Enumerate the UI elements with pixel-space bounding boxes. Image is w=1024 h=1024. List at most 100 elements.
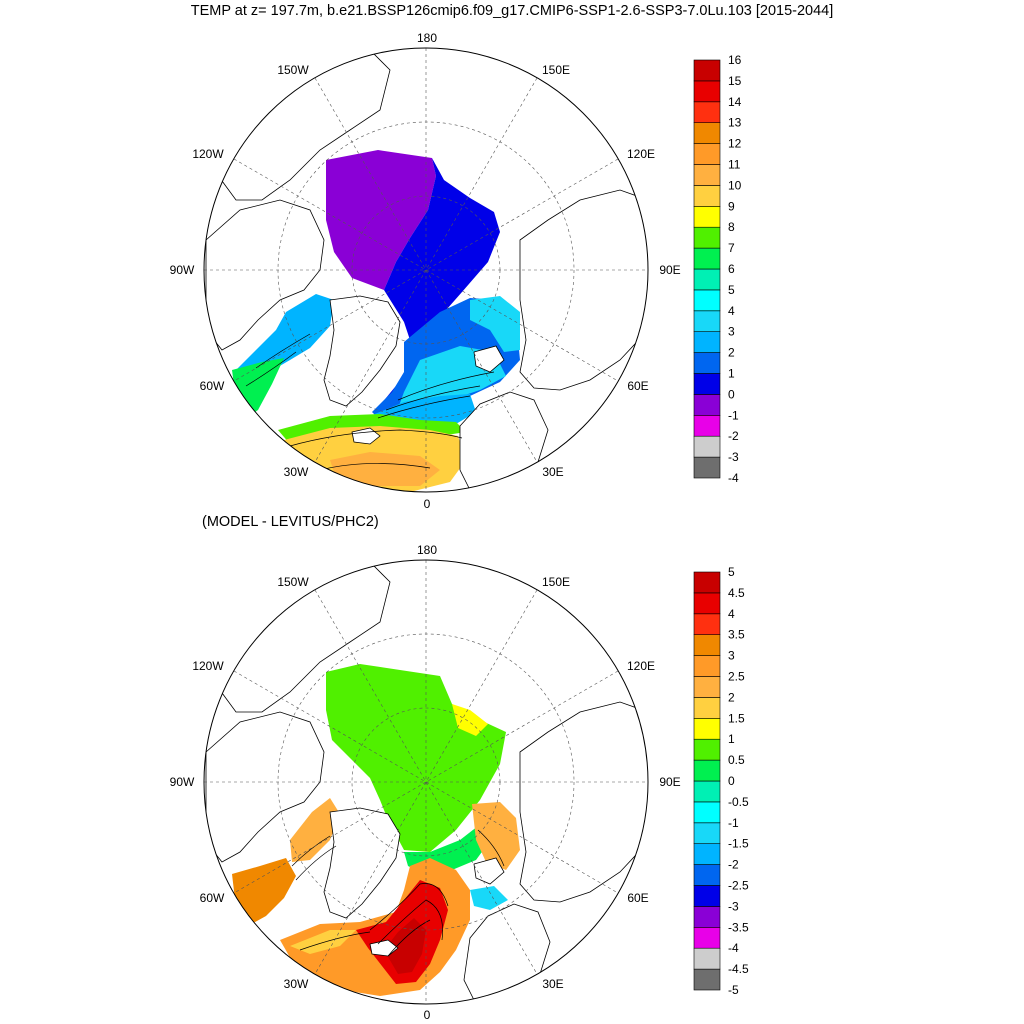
cbar-lower-tick-label: -4 (728, 941, 739, 955)
lower-graticule (204, 560, 648, 1004)
lower-label-150e: 150E (542, 575, 570, 589)
cbar-upper-tick-label: 13 (728, 116, 742, 130)
cbar-lower-swatch (693, 613, 721, 635)
cbar-upper-tick-label: 2 (728, 346, 735, 360)
cbar-upper-tick-label: 12 (728, 137, 742, 151)
cbar-upper-swatch (693, 185, 721, 207)
cbar-lower-swatch (693, 592, 721, 615)
lower-map-border (203, 559, 649, 1005)
cbar-upper-tick-label: 8 (728, 220, 735, 234)
cbar-lower-tick-label: 2 (728, 690, 735, 704)
lower-label-90w: 90W (170, 775, 195, 789)
cbar-lower-tick-label: -1.5 (728, 837, 749, 851)
lower-field-cyan (470, 886, 508, 910)
lower-label-60w: 60W (200, 891, 225, 905)
cbar-upper-tick-label: -2 (728, 429, 739, 443)
cbar-lower-tick-label: -3.5 (728, 920, 749, 934)
upper-meridian-labels: 180 0 150W 150E 120W 120E 90W 90E 60W 60… (170, 31, 681, 511)
cbar-upper-tick-label: 9 (728, 199, 735, 213)
upper-iceland (351, 427, 381, 445)
upper-field (204, 49, 648, 492)
lower-label-30w: 30W (284, 977, 309, 991)
lower-label-30e: 30E (542, 977, 563, 991)
lower-label-60e: 60E (627, 891, 648, 905)
upper-label-30e: 30E (542, 465, 563, 479)
cbar-upper-swatch (693, 414, 721, 437)
cbar-upper-swatch (693, 310, 721, 332)
lower-contours (291, 829, 505, 957)
cbar-lower-tick-label: 3 (728, 649, 735, 663)
cbar-lower-tick-label: 5 (728, 565, 735, 579)
cbar-lower-swatch (693, 947, 721, 970)
cbar-lower-swatch (693, 697, 721, 719)
lower-greenland (323, 807, 401, 919)
cbar-upper-swatch (693, 164, 721, 186)
lower-field-labrador (232, 858, 296, 926)
cbar-lower-tick-label: -0.5 (728, 795, 749, 809)
cbar-lower-swatch (693, 926, 721, 949)
cbar-lower-swatch (693, 759, 721, 782)
cbar-lower-tick-label: -2 (728, 858, 739, 872)
cbar-upper-tick-label: 7 (728, 241, 735, 255)
upper-label-120e: 120E (627, 147, 655, 161)
cbar-upper-swatch (693, 456, 721, 479)
cbar-upper-swatch (693, 206, 721, 228)
cbar-lower-swatch (693, 655, 721, 677)
cbar-lower-swatch (693, 968, 721, 991)
cbar-upper-tick-label: 11 (728, 158, 741, 172)
cbar-lower-swatch (693, 885, 721, 907)
cbar-lower-tick-label: -3 (728, 899, 739, 913)
cbar-lower-swatch (693, 801, 721, 824)
cbar-lower-swatch (693, 864, 721, 886)
cbar-upper-swatch (693, 331, 721, 353)
upper-label-120w: 120W (192, 147, 224, 161)
upper-field-shelf (470, 296, 520, 352)
lower-meridian-labels: 180 0 150W 150E 120W 120E 90W 90E 60W 60… (170, 543, 681, 1022)
lower-scandinavia (463, 903, 551, 1001)
cbar-upper-tick-label: 4 (728, 304, 735, 318)
cbar-lower-tick-label: 1 (728, 732, 735, 746)
lower-polar-map: 180 0 150W 150E 120W 120E 90W 90E 60W 60… (170, 543, 681, 1022)
upper-label-60w: 60W (200, 379, 225, 393)
cbar-upper-tick-label: 10 (728, 178, 742, 192)
cbar-lower-tick-label: -2.5 (728, 879, 749, 893)
upper-graticule (204, 48, 648, 492)
cbar-upper-swatch (693, 59, 721, 82)
cbar-lower-tick-label: 3.5 (728, 628, 745, 642)
lower-label-180: 180 (417, 543, 437, 557)
cbar-upper-tick-label: -1 (728, 408, 739, 422)
upper-label-0: 0 (424, 497, 431, 511)
upper-label-60e: 60E (627, 379, 648, 393)
cbar-upper-tick-label: 5 (728, 283, 735, 297)
lower-siberia (519, 701, 648, 903)
difference-subtitle: (MODEL - LEVITUS/PHC2) (202, 514, 379, 530)
upper-greenland (323, 295, 401, 407)
cbar-lower-tick-label: 0 (728, 774, 735, 788)
lower-label-150w: 150W (277, 575, 309, 589)
cbar-lower-tick-label: -5 (728, 983, 739, 997)
upper-polar-map: 180 0 150W 150E 120W 120E 90W 90E 60W 60… (170, 31, 681, 511)
upper-canada (205, 199, 325, 351)
cbar-upper-tick-label: 14 (728, 95, 742, 109)
cbar-upper-tick-label: 16 (728, 53, 742, 67)
cbar-lower-tick-label: -1 (728, 816, 739, 830)
cbar-upper-swatch (693, 80, 721, 103)
upper-field-orange (330, 452, 440, 486)
cbar-upper-swatch (693, 226, 721, 249)
cbar-upper-tick-label: 3 (728, 325, 735, 339)
cbar-upper-swatch (693, 435, 721, 458)
lower-field-darkred (384, 918, 426, 974)
lower-label-120w: 120W (192, 659, 224, 673)
cbar-upper-swatch (693, 143, 721, 165)
upper-label-90e: 90E (659, 263, 680, 277)
lower-colorbar: 5 4.5 4 3.5 3 2.5 2 1.5 1 0.5 0 -0.5 -1 -1.5 -2 -2.5 -3 -… (693, 565, 749, 997)
cbar-lower-swatch (693, 571, 721, 594)
cbar-upper-swatch (693, 352, 721, 374)
cbar-upper-tick-label: 15 (728, 74, 742, 88)
upper-map-border (203, 47, 649, 493)
cbar-lower-swatch (693, 676, 721, 698)
lower-field (205, 561, 648, 1001)
cbar-upper-swatch (693, 101, 721, 124)
